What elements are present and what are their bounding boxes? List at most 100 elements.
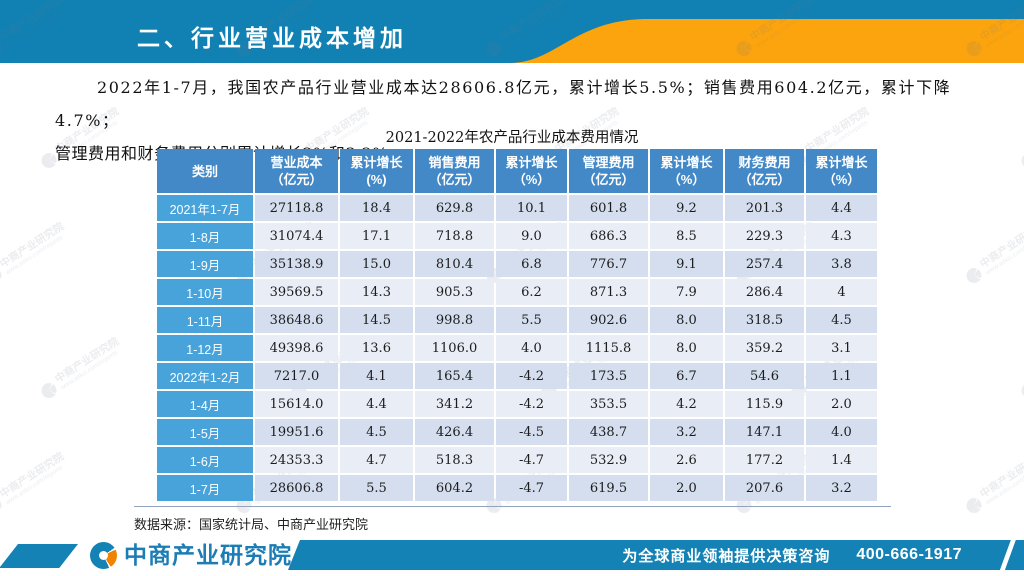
value-cell: 6.2: [496, 279, 567, 305]
value-cell: 10.1: [496, 195, 567, 221]
value-cell: 4.5: [340, 419, 413, 445]
value-cell: 4.1: [340, 363, 413, 389]
value-cell: 35138.9: [255, 251, 338, 277]
row-label-cell: 1-12月: [157, 335, 253, 361]
value-cell: 4.4: [806, 195, 877, 221]
value-cell: 5.5: [496, 307, 567, 333]
value-cell: 2.0: [650, 475, 723, 501]
company-logo: 中商产业研究院: [90, 542, 292, 569]
value-cell: 776.7: [569, 251, 648, 277]
value-cell: 257.4: [725, 251, 804, 277]
row-label-cell: 1-4月: [157, 391, 253, 417]
value-cell: 173.5: [569, 363, 648, 389]
table-row: 1-8月 31074.4 17.1 718.8 9.0 686.3 8.5 229.3 4.3: [157, 223, 877, 249]
banner-accent-shape: [510, 19, 1024, 63]
value-cell: 165.4: [415, 363, 494, 389]
value-cell: 905.3: [415, 279, 494, 305]
value-cell: 31074.4: [255, 223, 338, 249]
value-cell: 686.3: [569, 223, 648, 249]
value-cell: 4.7: [340, 447, 413, 473]
value-cell: 998.8: [415, 307, 494, 333]
value-cell: 341.2: [415, 391, 494, 417]
value-cell: 2.0: [806, 391, 877, 417]
footer-left-shape: [0, 544, 78, 568]
page-title: 二、行业营业成本增加: [137, 25, 407, 52]
table-row: 1-5月 19951.6 4.5 426.4 -4.5 438.7 3.2 147.1 4.0: [157, 419, 877, 445]
value-cell: 532.9: [569, 447, 648, 473]
value-cell: 6.8: [496, 251, 567, 277]
column-header-8: 累计增长 （%）: [806, 149, 877, 193]
value-cell: 2.6: [650, 447, 723, 473]
value-cell: 4.0: [496, 335, 567, 361]
value-cell: 359.2: [725, 335, 804, 361]
value-cell: 229.3: [725, 223, 804, 249]
value-cell: 9.2: [650, 195, 723, 221]
value-cell: 15.0: [340, 251, 413, 277]
value-cell: 28606.8: [255, 475, 338, 501]
title-banner: [0, 0, 1024, 63]
table-title: 2021-2022年农产品行业成本费用情况: [385, 130, 639, 146]
column-header-1: 营业成本 （亿元）: [255, 149, 338, 193]
value-cell: 6.7: [650, 363, 723, 389]
value-cell: 7.9: [650, 279, 723, 305]
column-header-4: 累计增长 （%）: [496, 149, 567, 193]
row-label-cell: 1-9月: [157, 251, 253, 277]
divider-line: [134, 506, 891, 507]
row-label-cell: 1-7月: [157, 475, 253, 501]
cost-table: 类别 营业成本 （亿元） 累计增长(%) 销售费用 （亿元） 累计增长 （%） 管理费用 （亿元）…: [155, 147, 879, 503]
value-cell: 601.8: [569, 195, 648, 221]
value-cell: -4.7: [496, 447, 567, 473]
value-cell: 17.1: [340, 223, 413, 249]
value-cell: 49398.6: [255, 335, 338, 361]
value-cell: 4.4: [340, 391, 413, 417]
row-label-cell: 2021年1-7月: [157, 195, 253, 221]
value-cell: 18.4: [340, 195, 413, 221]
value-cell: 8.0: [650, 335, 723, 361]
value-cell: 518.3: [415, 447, 494, 473]
value-cell: 24353.3: [255, 447, 338, 473]
table-row: 1-12月 49398.6 13.6 1106.0 4.0 1115.8 8.0 359.2 3…: [157, 335, 877, 361]
column-header-2: 累计增长(%): [340, 149, 413, 193]
value-cell: 4.2: [650, 391, 723, 417]
footer: 中商产业研究院 为全球商业领袖提供决策咨询 400-666-1917: [0, 538, 1024, 576]
table-body: 2021年1-7月 27118.8 18.4 629.8 10.1 601.8 9.2 201…: [157, 195, 877, 501]
row-label-cell: 1-5月: [157, 419, 253, 445]
value-cell: 810.4: [415, 251, 494, 277]
value-cell: 871.3: [569, 279, 648, 305]
value-cell: 27118.8: [255, 195, 338, 221]
column-header-7: 财务费用 （亿元）: [725, 149, 804, 193]
value-cell: 15614.0: [255, 391, 338, 417]
value-cell: 318.5: [725, 307, 804, 333]
table-row: 1-11月 38648.6 14.5 998.8 5.5 902.6 8.0 318.5 4.5: [157, 307, 877, 333]
value-cell: 353.5: [569, 391, 648, 417]
row-label-cell: 1-10月: [157, 279, 253, 305]
column-header-6: 累计增长 （%）: [650, 149, 723, 193]
value-cell: 14.5: [340, 307, 413, 333]
data-source: 数据来源：国家统计局、中商产业研究院: [134, 518, 369, 533]
value-cell: 39569.5: [255, 279, 338, 305]
value-cell: -4.2: [496, 391, 567, 417]
table-row: 2022年1-2月 7217.0 4.1 165.4 -4.2 173.5 6.7 54.6 1…: [157, 363, 877, 389]
table-header: 类别 营业成本 （亿元） 累计增长(%) 销售费用 （亿元） 累计增长 （%） 管理费用 （亿元）…: [157, 149, 877, 193]
value-cell: 8.0: [650, 307, 723, 333]
row-label-cell: 1-11月: [157, 307, 253, 333]
footer-band-text: 为全球商业领袖提供决策咨询 400-666-1917: [622, 540, 962, 570]
table-row: 1-6月 24353.3 4.7 518.3 -4.7 532.9 2.6 177.2 1.4: [157, 447, 877, 473]
value-cell: 147.1: [725, 419, 804, 445]
value-cell: 9.1: [650, 251, 723, 277]
company-logo-text: 中商产业研究院: [124, 542, 292, 568]
value-cell: 3.8: [806, 251, 877, 277]
row-label-cell: 2022年1-2月: [157, 363, 253, 389]
value-cell: 201.3: [725, 195, 804, 221]
value-cell: 438.7: [569, 419, 648, 445]
footer-slogan: 为全球商业领袖提供决策咨询: [622, 547, 831, 565]
value-cell: 19951.6: [255, 419, 338, 445]
value-cell: 718.8: [415, 223, 494, 249]
value-cell: 54.6: [725, 363, 804, 389]
value-cell: 1106.0: [415, 335, 494, 361]
value-cell: 115.9: [725, 391, 804, 417]
value-cell: -4.7: [496, 475, 567, 501]
footer-phone: 400-666-1917: [856, 546, 962, 563]
